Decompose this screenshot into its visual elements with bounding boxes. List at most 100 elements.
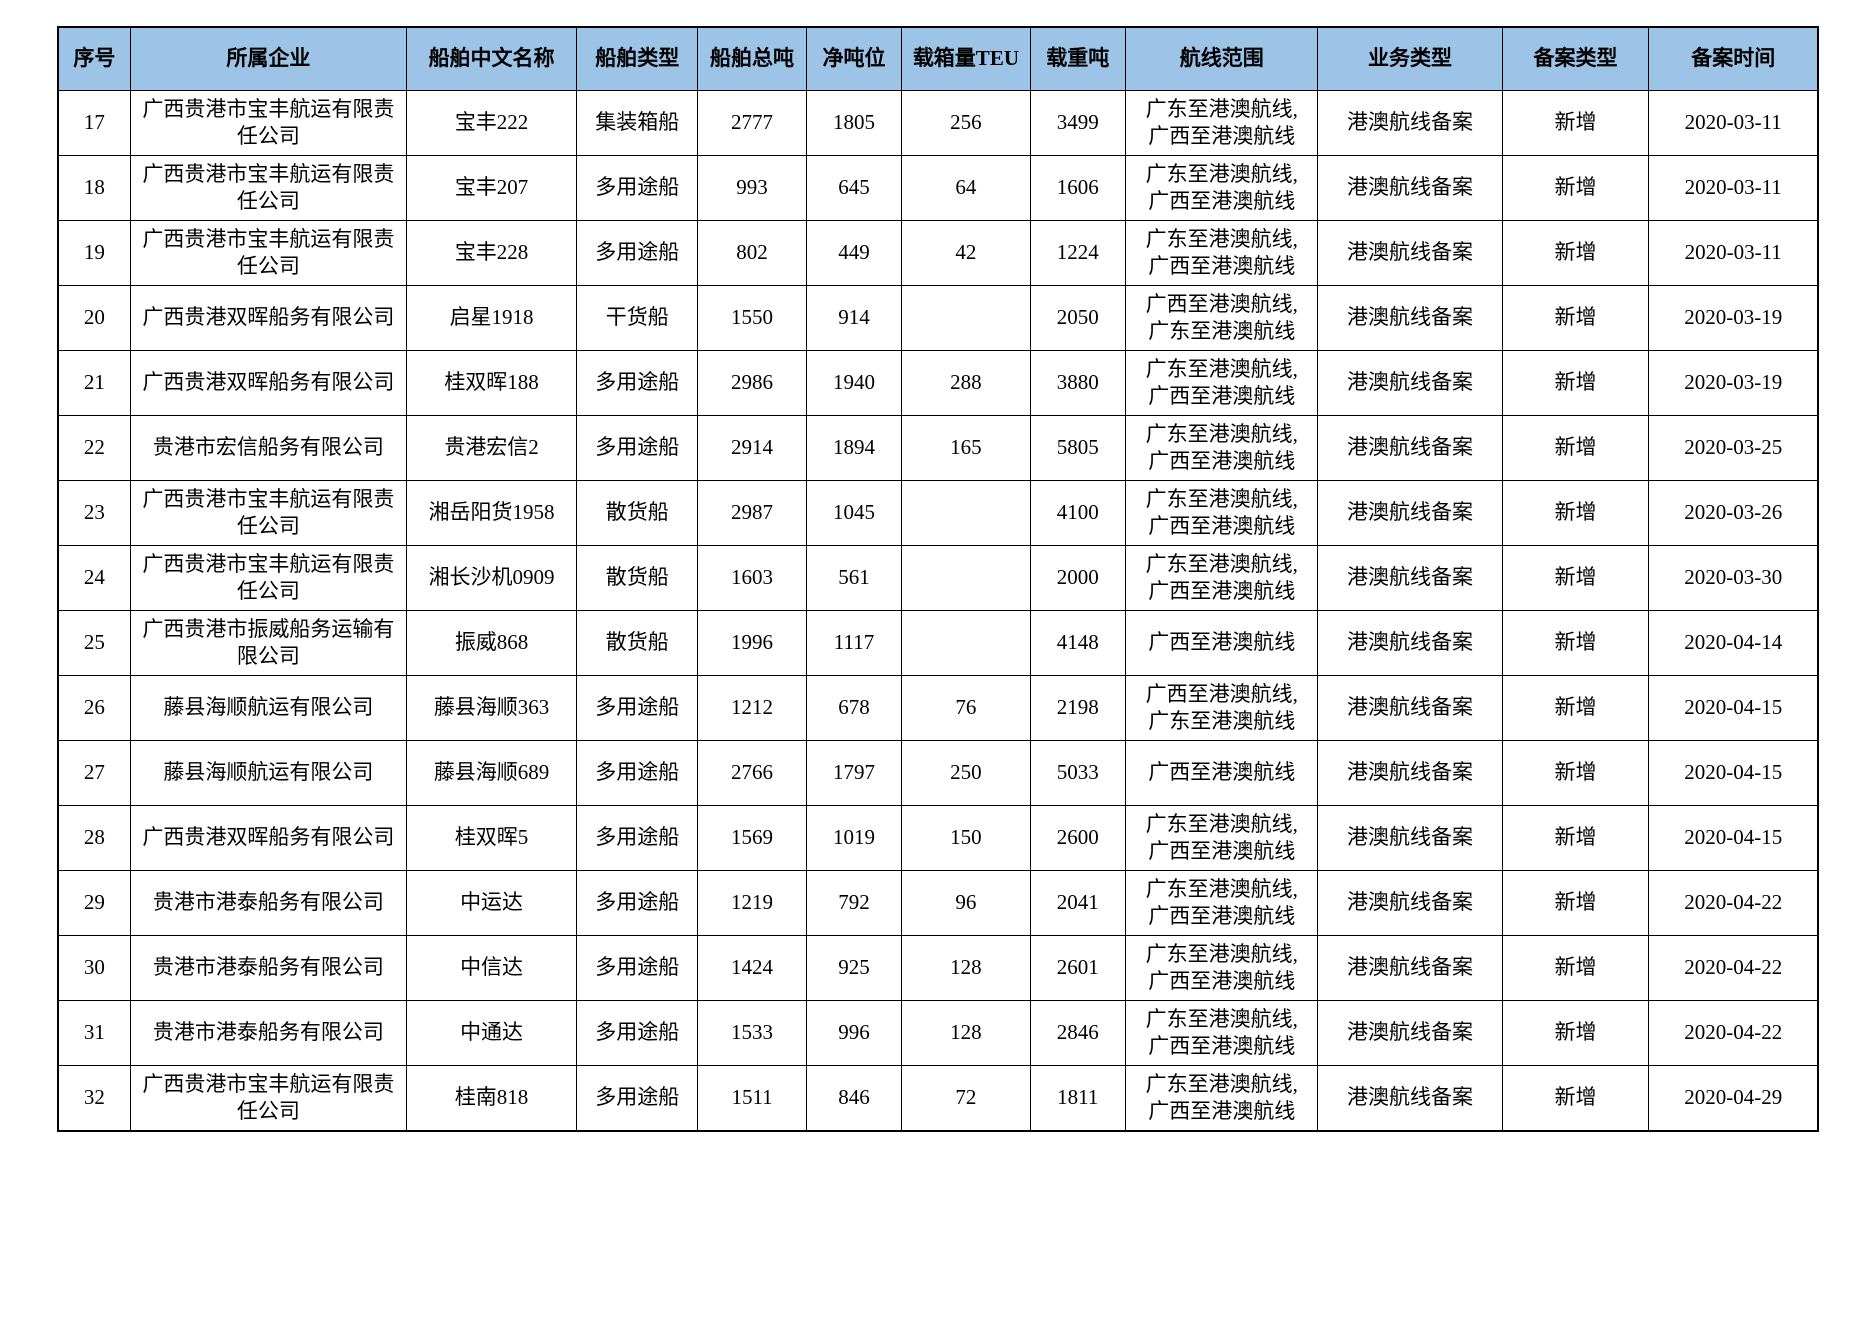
cell-business: 港澳航线备案 (1317, 1065, 1503, 1132)
cell-dwt: 2601 (1029, 935, 1127, 1001)
cell-gross_ton: 802 (697, 220, 807, 286)
cell-dwt: 2041 (1029, 870, 1127, 936)
cell-business: 港澳航线备案 (1317, 480, 1503, 546)
cell-company: 广西贵港市宝丰航运有限责任公司 (129, 1065, 407, 1132)
cell-route: 广东至港澳航线, 广西至港澳航线 (1125, 350, 1319, 416)
table-row: 31 贵港市港泰船务有限公司 中通达 多用途船 1533 996 128 2846 广东至港澳航… (57, 1000, 1819, 1066)
cell-ship_type: 干货船 (576, 285, 699, 351)
cell-record: 新增 (1501, 220, 1650, 286)
cell-ship_name: 藤县海顺363 (405, 675, 578, 741)
route-line: 广东至港澳航线, (1145, 941, 1298, 966)
route-line: 广东至港澳航线, (1145, 96, 1298, 121)
cell-business: 港澳航线备案 (1317, 415, 1503, 481)
cell-teu: 288 (901, 350, 1031, 416)
cell-business: 港澳航线备案 (1317, 610, 1503, 676)
cell-date: 2020-04-22 (1648, 1000, 1819, 1066)
cell-ship_name: 宝丰207 (405, 155, 578, 221)
cell-gross_ton: 1212 (697, 675, 807, 741)
cell-route: 广东至港澳航线, 广西至港澳航线 (1125, 545, 1319, 611)
cell-net_ton: 561 (805, 545, 903, 611)
cell-index: 18 (57, 155, 131, 221)
cell-ship_type: 多用途船 (576, 1000, 699, 1066)
route-line: 广西至港澳航线 (1148, 760, 1296, 785)
column-header-gross_ton: 船舶总吨 (697, 26, 807, 91)
table-row: 20 广西贵港双晖船务有限公司 启星1918 干货船 1550 914 2050 广西至港澳航… (57, 285, 1819, 351)
cell-ship_name: 藤县海顺689 (405, 740, 578, 806)
cell-company: 广西贵港市宝丰航运有限责任公司 (129, 90, 407, 156)
cell-teu: 128 (901, 1000, 1031, 1066)
cell-gross_ton: 1569 (697, 805, 807, 871)
column-header-date: 备案时间 (1648, 26, 1819, 91)
cell-business: 港澳航线备案 (1317, 870, 1503, 936)
cell-company: 藤县海顺航运有限公司 (129, 740, 407, 806)
cell-ship_type: 多用途船 (576, 350, 699, 416)
cell-index: 24 (57, 545, 131, 611)
route-line: 广东至港澳航线, (1145, 226, 1298, 251)
cell-business: 港澳航线备案 (1317, 90, 1503, 156)
cell-record: 新增 (1501, 740, 1650, 806)
cell-ship_type: 集装箱船 (576, 90, 699, 156)
cell-company: 广西贵港市宝丰航运有限责任公司 (129, 480, 407, 546)
route-line: 广东至港澳航线, (1145, 1006, 1298, 1031)
route-line: 广西至港澳航线 (1148, 124, 1296, 148)
cell-business: 港澳航线备案 (1317, 220, 1503, 286)
cell-company: 广西贵港市宝丰航运有限责任公司 (129, 155, 407, 221)
cell-record: 新增 (1501, 545, 1650, 611)
cell-index: 28 (57, 805, 131, 871)
route-line: 广西至港澳航线, (1145, 291, 1298, 316)
cell-ship_type: 散货船 (576, 545, 699, 611)
cell-ship_type: 散货船 (576, 610, 699, 676)
cell-gross_ton: 1424 (697, 935, 807, 1001)
cell-route: 广东至港澳航线, 广西至港澳航线 (1125, 155, 1319, 221)
cell-record: 新增 (1501, 935, 1650, 1001)
cell-record: 新增 (1501, 350, 1650, 416)
cell-route: 广东至港澳航线, 广西至港澳航线 (1125, 935, 1319, 1001)
column-header-dwt: 载重吨 (1029, 26, 1127, 91)
cell-ship_name: 湘长沙机0909 (405, 545, 578, 611)
column-header-index: 序号 (57, 26, 131, 91)
cell-record: 新增 (1501, 870, 1650, 936)
route-line: 广西至港澳航线 (1148, 1034, 1296, 1058)
cell-dwt: 2050 (1029, 285, 1127, 351)
cell-dwt: 4100 (1029, 480, 1127, 546)
cell-date: 2020-03-11 (1648, 155, 1819, 221)
cell-ship_type: 多用途船 (576, 155, 699, 221)
table-header-row: 序号 所属企业 船舶中文名称 船舶类型 船舶总吨 净吨位 载箱量TEU 载重吨 航线范围 业务类型… (57, 26, 1819, 91)
route-line: 广西至港澳航线 (1148, 1099, 1296, 1123)
cell-ship_type: 多用途船 (576, 415, 699, 481)
cell-route: 广东至港澳航线, 广西至港澳航线 (1125, 805, 1319, 871)
column-header-ship_type: 船舶类型 (576, 26, 699, 91)
cell-index: 30 (57, 935, 131, 1001)
cell-date: 2020-04-29 (1648, 1065, 1819, 1132)
cell-gross_ton: 1511 (697, 1065, 807, 1132)
cell-teu: 42 (901, 220, 1031, 286)
cell-route: 广东至港澳航线, 广西至港澳航线 (1125, 1000, 1319, 1066)
cell-company: 广西贵港双晖船务有限公司 (129, 350, 407, 416)
cell-date: 2020-04-14 (1648, 610, 1819, 676)
cell-net_ton: 1797 (805, 740, 903, 806)
cell-ship_name: 湘岳阳货1958 (405, 480, 578, 546)
cell-net_ton: 1045 (805, 480, 903, 546)
cell-ship_name: 振威868 (405, 610, 578, 676)
cell-business: 港澳航线备案 (1317, 805, 1503, 871)
table-row: 28 广西贵港双晖船务有限公司 桂双晖5 多用途船 1569 1019 150 2600 广东至… (57, 805, 1819, 871)
route-line: 广西至港澳航线, (1145, 681, 1298, 706)
cell-net_ton: 1117 (805, 610, 903, 676)
cell-route: 广西至港澳航线, 广东至港澳航线 (1125, 675, 1319, 741)
cell-ship_type: 多用途船 (576, 935, 699, 1001)
cell-record: 新增 (1501, 805, 1650, 871)
route-line: 广东至港澳航线, (1145, 876, 1298, 901)
cell-teu: 72 (901, 1065, 1031, 1132)
table-row: 24 广西贵港市宝丰航运有限责任公司 湘长沙机0909 散货船 1603 561 2000 广… (57, 545, 1819, 611)
cell-teu (901, 610, 1031, 676)
cell-date: 2020-04-22 (1648, 935, 1819, 1001)
column-header-record: 备案类型 (1501, 26, 1650, 91)
cell-gross_ton: 2777 (697, 90, 807, 156)
cell-route: 广东至港澳航线, 广西至港澳航线 (1125, 480, 1319, 546)
table-row: 26 藤县海顺航运有限公司 藤县海顺363 多用途船 1212 678 76 2198 广西至港… (57, 675, 1819, 741)
cell-date: 2020-03-19 (1648, 350, 1819, 416)
cell-ship_name: 贵港宏信2 (405, 415, 578, 481)
cell-index: 19 (57, 220, 131, 286)
cell-gross_ton: 2986 (697, 350, 807, 416)
table-row: 21 广西贵港双晖船务有限公司 桂双晖188 多用途船 2986 1940 288 3880 广… (57, 350, 1819, 416)
